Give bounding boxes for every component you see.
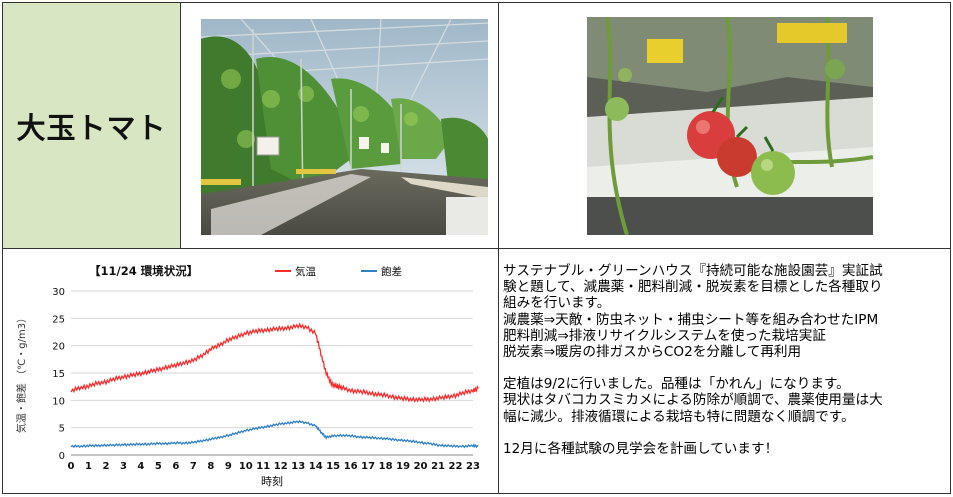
y-axis-title: 気温・飽差 （℃・g/m3）	[15, 313, 28, 433]
x-tick-label-20: 20	[414, 461, 428, 472]
chart-title: 【11/24 環境状況】	[89, 264, 198, 278]
x-tick-label-14: 14	[309, 461, 323, 472]
x-tick-label-0: 0	[68, 461, 75, 472]
x-tick-label-23: 23	[466, 461, 480, 472]
x-tick-label-3: 3	[120, 461, 127, 472]
description-event: 12月に各種試験の見学会を計画しています！	[503, 440, 779, 457]
x-tick-label-4: 4	[137, 461, 144, 472]
greenhouse-photo	[201, 19, 488, 235]
description-intro: サステナブル・グリーンハウス『持続可能な施設園芸』実証試 験と題して、減農薬・肥…	[503, 263, 883, 361]
x-tick-label-13: 13	[291, 461, 305, 472]
x-tick-label-6: 6	[172, 461, 179, 472]
x-tick-label-10: 10	[239, 461, 253, 472]
x-tick-label-22: 22	[449, 461, 463, 472]
description-cell: サステナブル・グリーンハウス『持続可能な施設園芸』実証試 験と題して、減農薬・肥…	[499, 249, 950, 493]
x-tick-label-5: 5	[155, 461, 162, 472]
x-tick-label-19: 19	[396, 461, 410, 472]
y-tick-label-3: 15	[52, 369, 65, 380]
legend-label-0: 気温	[295, 265, 316, 278]
y-tick-label-4: 20	[52, 342, 65, 353]
legend-label-1: 飽差	[381, 265, 402, 278]
x-tick-label-2: 2	[102, 461, 109, 472]
x-tick-label-18: 18	[379, 461, 393, 472]
y-tick-label-6: 30	[52, 287, 65, 298]
tomato-photo-cell	[499, 3, 950, 249]
x-tick-label-8: 8	[207, 461, 214, 472]
greenhouse-photo-cell	[181, 3, 499, 249]
x-tick-label-12: 12	[274, 461, 288, 472]
x-axis-title: 時刻	[261, 474, 283, 488]
x-tick-label-9: 9	[225, 461, 232, 472]
description-status: 定植は9/2に行いました。品種は「かれん」になります。 現状はタバコカスミカメに…	[503, 376, 883, 425]
series-line-1	[70, 419, 479, 449]
x-tick-label-21: 21	[431, 461, 445, 472]
x-tick-label-1: 1	[85, 461, 92, 472]
x-tick-label-15: 15	[326, 461, 340, 472]
y-tick-label-2: 10	[52, 396, 65, 407]
y-tick-label-5: 25	[52, 314, 65, 325]
title-cell: 大玉トマト	[3, 3, 181, 249]
x-tick-label-11: 11	[256, 461, 270, 472]
x-tick-label-17: 17	[361, 461, 375, 472]
series-line-0	[70, 322, 479, 404]
tomato-cluster-photo	[587, 17, 873, 235]
environment-chart-cell: 【11/24 環境状況】 気温 飽差 0 5 10 15 20 25 30 0 1 2 3 4 5 6 7 8 9 10…	[3, 249, 499, 493]
y-tick-label-1: 5	[59, 424, 65, 435]
y-tick-label-0: 0	[59, 451, 65, 462]
crop-title: 大玉トマト	[16, 110, 167, 145]
x-tick-label-7: 7	[190, 461, 197, 472]
x-tick-label-16: 16	[344, 461, 358, 472]
